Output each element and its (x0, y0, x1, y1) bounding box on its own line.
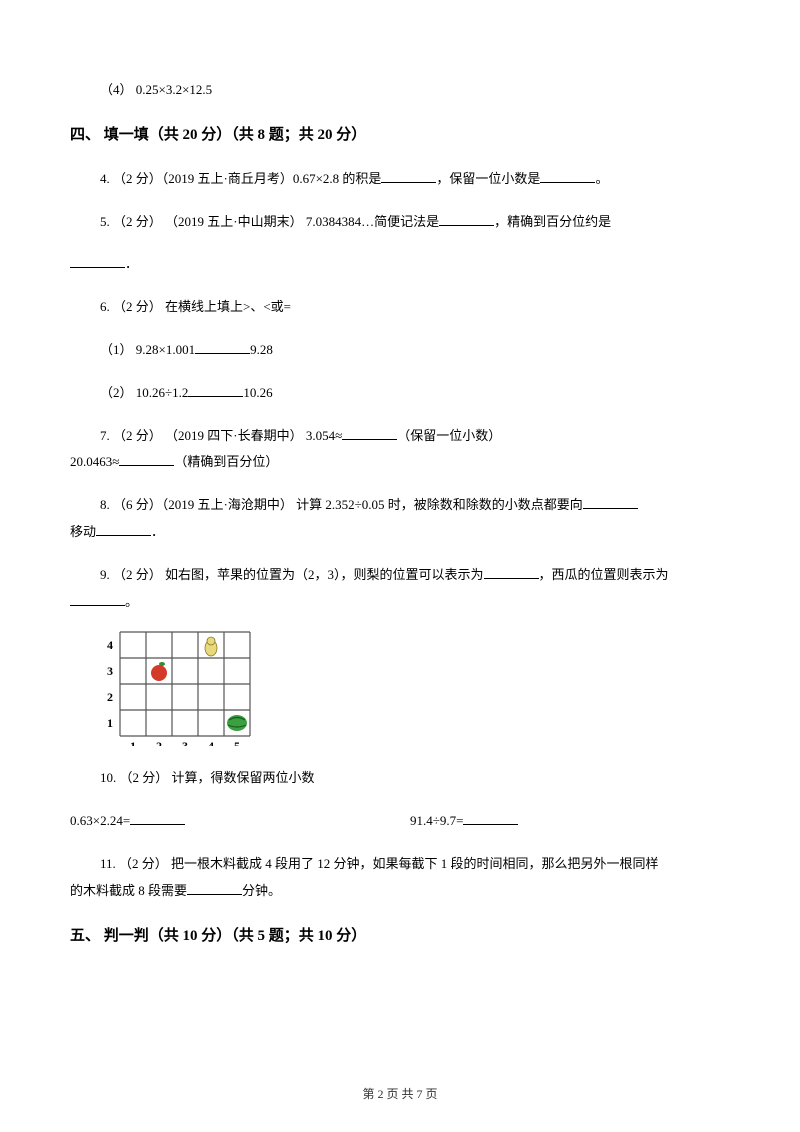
q10-b-text: 91.4÷9.7= (410, 813, 463, 828)
question-7-line2: 20.0463≈ （精确到百分位） (70, 452, 730, 473)
q10-a-text: 0.63×2.24= (70, 813, 130, 828)
question-10-row: 0.63×2.24= 91.4÷9.7= (70, 811, 730, 832)
q4-text-c: 。 (595, 171, 608, 186)
question-11-line2: 的木料截成 8 段需要 分钟。 (70, 881, 730, 902)
blank (195, 340, 250, 354)
svg-text:3: 3 (107, 664, 113, 678)
q4-text-b: ，保留一位小数是 (436, 171, 540, 186)
question-9: 9. （2 分） 如右图，苹果的位置为（2，3），则梨的位置可以表示为 ，西瓜的位… (70, 565, 730, 586)
q7-l2-b: （精确到百分位） (174, 454, 278, 469)
blank (583, 495, 638, 509)
question-4: 4. （2 分）（2019 五上·商丘月考）0.67×2.8 的积是 ，保留一位小… (70, 169, 730, 190)
q6p1-a: （1） 9.28×1.001 (100, 342, 195, 357)
blank (540, 169, 595, 183)
q10-a: 0.63×2.24= (70, 811, 410, 832)
q8-text-c: ． (151, 524, 164, 539)
q9-text-b: ，西瓜的位置则表示为 (539, 567, 669, 582)
question-6-part-2: （2） 10.26÷1.2 10.26 (70, 383, 730, 404)
section-5-title: 五、 判一判（共 10 分）（共 5 题；共 10 分） (70, 924, 730, 948)
blank (70, 254, 125, 268)
q6p2-b: 10.26 (243, 385, 272, 400)
expression: 0.25×3.2×12.5 (136, 82, 212, 97)
q5-text-b: ，精确到百分位约是 (494, 214, 611, 229)
q11-l2-a: 的木料截成 8 段需要 (70, 883, 187, 898)
svg-text:1: 1 (107, 716, 113, 730)
svg-text:2: 2 (107, 690, 113, 704)
q8-text-b: 移动 (70, 524, 96, 539)
question-10: 10. （2 分） 计算，得数保留两位小数 (70, 768, 730, 789)
q5-text-c: ． (125, 256, 138, 271)
blank (130, 811, 185, 825)
question-3-part-4: （4） 0.25×3.2×12.5 (70, 80, 730, 101)
q6p1-b: 9.28 (250, 342, 273, 357)
blank (187, 881, 242, 895)
blank (70, 592, 125, 606)
part-label: （4） (100, 82, 133, 97)
q7-text-b: （保留一位小数） (397, 428, 501, 443)
question-7: 7. （2 分） （2019 四下·长春期中） 3.054≈ （保留一位小数） (70, 426, 730, 447)
question-6: 6. （2 分） 在横线上填上>、<或= (70, 297, 730, 318)
blank (119, 452, 174, 466)
q5-text-a: 5. （2 分） （2019 五上·中山期末） 7.0384384…简便记法是 (100, 214, 439, 229)
blank (342, 426, 397, 440)
blank (439, 212, 494, 226)
blank (381, 169, 436, 183)
svg-text:2: 2 (156, 739, 162, 746)
question-8-line2: 移动 ． (70, 522, 730, 543)
grid-svg: 4 3 2 1 1 2 3 4 5 (98, 626, 268, 746)
blank (96, 522, 151, 536)
question-9-line2: 。 (70, 592, 730, 613)
q7-l2-a: 20.0463≈ (70, 454, 119, 469)
blank (463, 811, 518, 825)
section-4-title: 四、 填一填（共 20 分）（共 8 题；共 20 分） (70, 123, 730, 147)
svg-text:3: 3 (182, 739, 188, 746)
q11-l2-b: 分钟。 (242, 883, 281, 898)
blank (188, 383, 243, 397)
svg-text:1: 1 (130, 739, 136, 746)
blank (484, 565, 539, 579)
question-5-cont: ． (70, 254, 730, 275)
question-5: 5. （2 分） （2019 五上·中山期末） 7.0384384…简便记法是 ，… (70, 212, 730, 233)
grid-figure: 4 3 2 1 1 2 3 4 5 (98, 626, 263, 746)
svg-text:4: 4 (107, 638, 113, 652)
q9-text-a: 9. （2 分） 如右图，苹果的位置为（2，3），则梨的位置可以表示为 (100, 567, 484, 582)
q8-text-a: 8. （6 分）（2019 五上·海沧期中） 计算 2.352÷0.05 时，被… (100, 497, 583, 512)
q4-text-a: 4. （2 分）（2019 五上·商丘月考）0.67×2.8 的积是 (100, 171, 381, 186)
question-11: 11. （2 分） 把一根木料截成 4 段用了 12 分钟，如果每截下 1 段的… (70, 854, 730, 875)
svg-text:4: 4 (208, 739, 214, 746)
q6p2-a: （2） 10.26÷1.2 (100, 385, 188, 400)
page-footer: 第 2 页 共 7 页 (0, 1085, 800, 1104)
q10-b: 91.4÷9.7= (410, 811, 518, 832)
q7-text-a: 7. （2 分） （2019 四下·长春期中） 3.054≈ (100, 428, 342, 443)
q9-text-c: 。 (125, 594, 138, 609)
svg-text:5: 5 (234, 739, 240, 746)
question-6-part-1: （1） 9.28×1.001 9.28 (70, 340, 730, 361)
question-8: 8. （6 分）（2019 五上·海沧期中） 计算 2.352÷0.05 时，被… (70, 495, 730, 516)
